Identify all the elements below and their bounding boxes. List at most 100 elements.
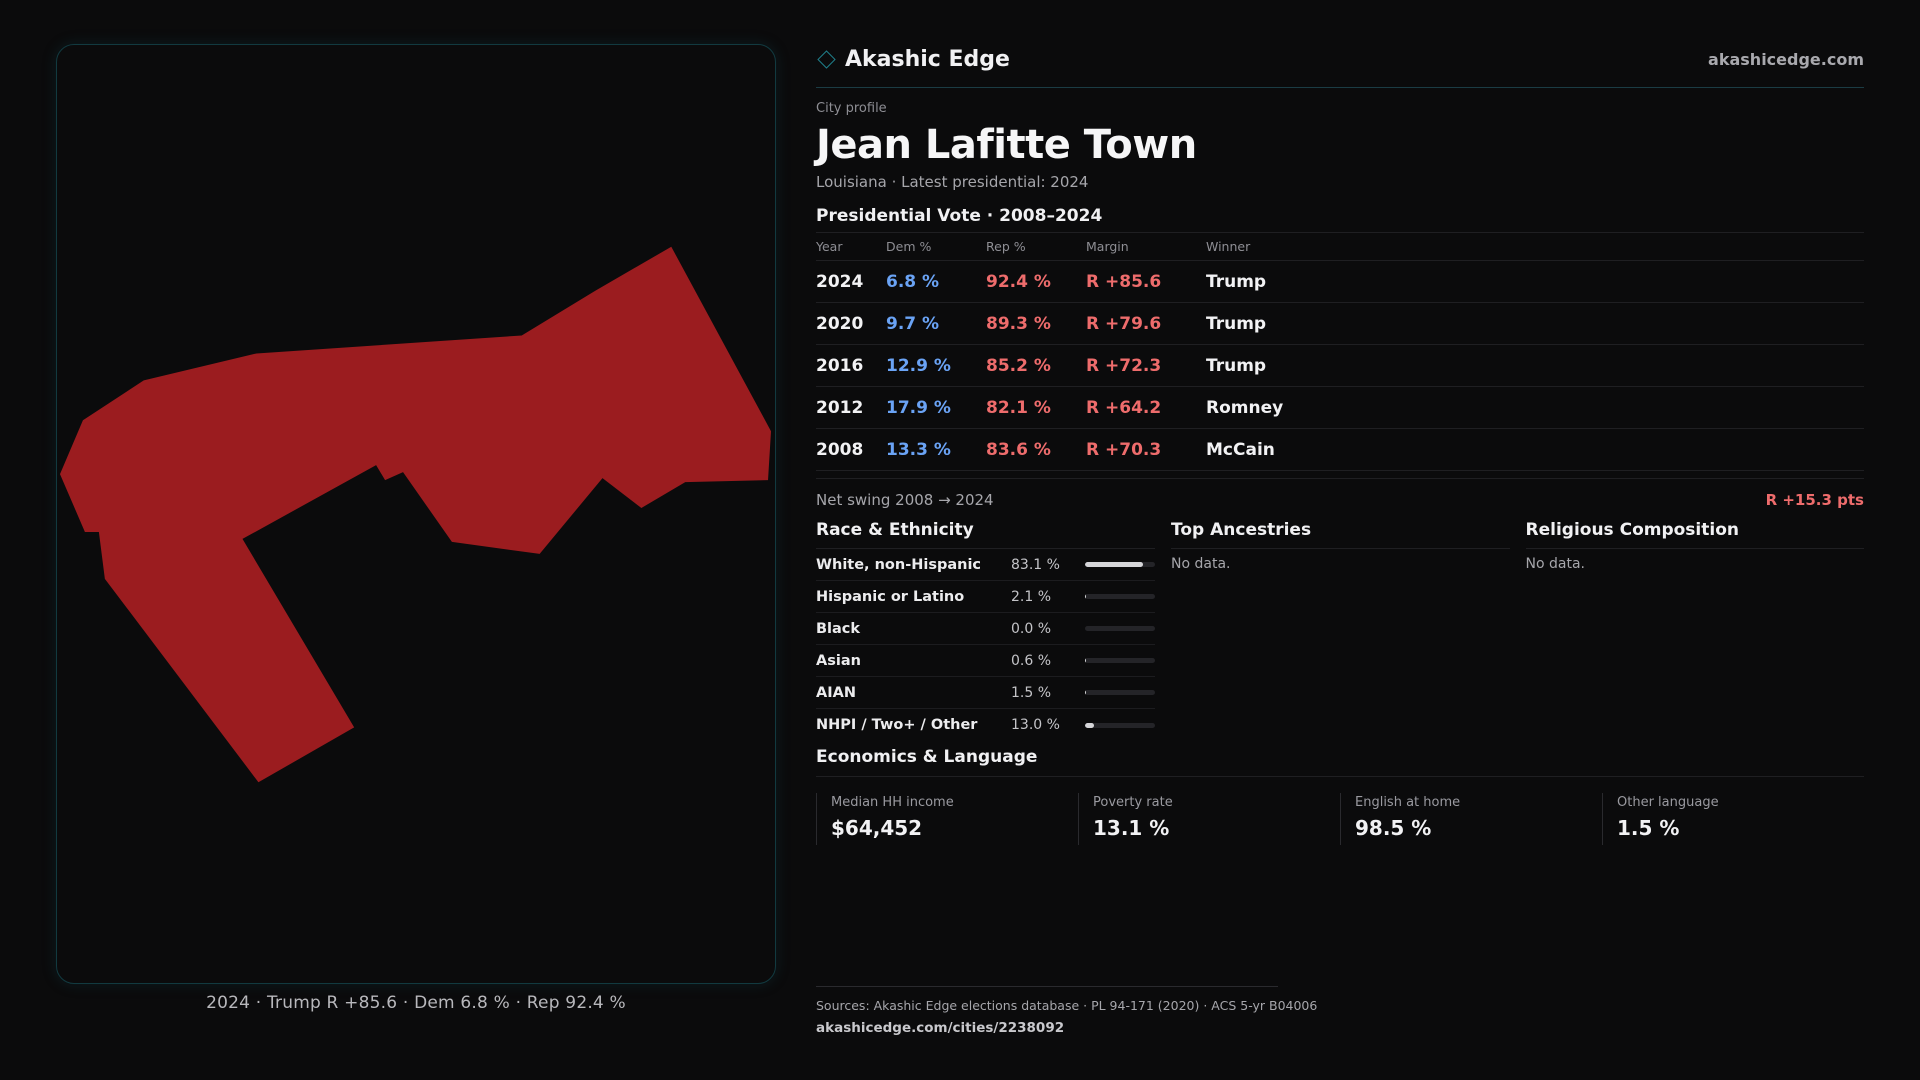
brand-name: Akashic Edge: [845, 46, 1010, 72]
religious-composition-empty: No data.: [1525, 556, 1585, 572]
presidential-vote-table: Year Dem % Rep % Margin Winner 2024 6.8 …: [816, 232, 1864, 471]
race-share-bar: [1085, 562, 1155, 567]
stat-poverty-rate: Poverty rate 13.1 %: [1078, 793, 1340, 845]
city-boundary-shape: [59, 246, 772, 783]
table-row: 2012 17.9 % 82.1 % R +64.2 Romney: [816, 386, 1864, 429]
header-divider: [816, 87, 1864, 88]
page-title: Jean Lafitte Town: [816, 122, 1197, 168]
net-swing-value: R +15.3 pts: [1765, 490, 1864, 509]
race-share-fill: [1085, 562, 1144, 567]
stat-label: Other language: [1617, 795, 1719, 810]
race-share-bar: [1085, 594, 1155, 599]
demographics-section: Race & Ethnicity White, non-Hispanic 83.…: [816, 520, 1864, 741]
race-ethnicity-title: Race & Ethnicity: [816, 520, 1155, 549]
list-item: NHPI / Two+ / Other 13.0 %: [816, 709, 1155, 741]
column-header-dem: Dem %: [886, 232, 986, 261]
cell-year: 2024: [816, 260, 886, 303]
column-header-winner: Winner: [1206, 232, 1864, 261]
cell-dem: 17.9 %: [886, 386, 986, 429]
religious-composition-column: Religious Composition No data.: [1525, 520, 1864, 741]
economics-language-title: Economics & Language: [816, 747, 1864, 777]
stat-value: 13.1 %: [1093, 816, 1170, 840]
city-map-panel: [56, 44, 776, 984]
source-url-link[interactable]: akashicedge.com/cities/2238092: [816, 1020, 1065, 1036]
net-swing-row: Net swing 2008 → 2024 R +15.3 pts: [816, 478, 1864, 512]
cell-year: 2016: [816, 344, 886, 387]
table-row: 2016 12.9 % 85.2 % R +72.3 Trump: [816, 344, 1864, 387]
cell-margin: R +72.3: [1086, 344, 1206, 387]
cell-rep: 82.1 %: [986, 386, 1086, 429]
top-ancestries-empty: No data.: [1171, 556, 1231, 572]
cell-dem: 13.3 %: [886, 428, 986, 471]
cell-winner: McCain: [1206, 428, 1864, 471]
cell-rep: 89.3 %: [986, 302, 1086, 345]
stat-value: 98.5 %: [1355, 816, 1432, 840]
list-item: Black 0.0 %: [816, 613, 1155, 645]
race-ethnicity-list: White, non-Hispanic 83.1 % Hispanic or L…: [816, 549, 1155, 741]
race-label: NHPI / Two+ / Other: [816, 717, 978, 733]
race-value: 1.5 %: [1011, 684, 1052, 701]
cell-winner: Trump: [1206, 302, 1864, 345]
race-label: Asian: [816, 652, 861, 669]
diamond-logo-icon: [817, 49, 836, 69]
economics-stats: Median HH income $64,452 Poverty rate 13…: [816, 793, 1864, 845]
list-item: AIAN 1.5 %: [816, 677, 1155, 709]
race-share-fill: [1085, 594, 1087, 599]
sources-text: Sources: Akashic Edge elections database…: [816, 998, 1318, 1013]
race-value: 83.1 %: [1011, 556, 1060, 573]
cell-rep: 83.6 %: [986, 428, 1086, 471]
race-share-fill: [1085, 722, 1095, 728]
cell-winner: Romney: [1206, 386, 1864, 429]
page-subtitle: Louisiana · Latest presidential: 2024: [816, 173, 1089, 191]
sources-divider: [816, 986, 1278, 987]
race-share-fill: [1085, 690, 1087, 695]
cell-winner: Trump: [1206, 344, 1864, 387]
header-bar: Akashic Edge akashicedge.com: [816, 40, 1864, 78]
column-header-year: Year: [816, 232, 886, 261]
race-value: 0.0 %: [1011, 620, 1052, 637]
table-row: 2024 6.8 % 92.4 % R +85.6 Trump: [816, 260, 1864, 303]
table-row: 2008 13.3 % 83.6 % R +70.3 McCain: [816, 428, 1864, 471]
stat-label: English at home: [1355, 795, 1461, 810]
race-share-bar: [1085, 690, 1155, 695]
presidential-vote-title: Presidential Vote · 2008–2024: [816, 206, 1103, 226]
list-item: Asian 0.6 %: [816, 645, 1155, 677]
cell-dem: 9.7 %: [886, 302, 986, 345]
column-header-margin: Margin: [1086, 232, 1206, 261]
race-value: 0.6 %: [1011, 652, 1052, 669]
cell-margin: R +85.6: [1086, 260, 1206, 303]
stat-value: 1.5 %: [1617, 816, 1680, 840]
cell-margin: R +64.2: [1086, 386, 1206, 429]
cell-year: 2008: [816, 428, 886, 471]
race-ethnicity-column: Race & Ethnicity White, non-Hispanic 83.…: [816, 520, 1155, 741]
city-boundary-map: [59, 246, 772, 783]
cell-margin: R +79.6: [1086, 302, 1206, 345]
table-row: 2020 9.7 % 89.3 % R +79.6 Trump: [816, 302, 1864, 345]
stat-value: $64,452: [831, 816, 923, 840]
sources-footer: Sources: Akashic Edge elections database…: [816, 986, 1317, 1036]
stat-label: Median HH income: [831, 795, 954, 810]
profile-column: Akashic Edge akashicedge.com City profil…: [816, 40, 1864, 845]
race-label: Black: [816, 620, 861, 637]
religious-composition-title: Religious Composition: [1525, 520, 1864, 549]
cell-winner: Trump: [1206, 260, 1864, 303]
cell-margin: R +70.3: [1086, 428, 1206, 471]
stat-other-language: Other language 1.5 %: [1602, 793, 1864, 845]
map-caption: 2024 · Trump R +85.6 · Dem 6.8 % · Rep 9…: [206, 993, 626, 1013]
cell-rep: 92.4 %: [986, 260, 1086, 303]
eyebrow-label: City profile: [816, 101, 887, 116]
brand[interactable]: Akashic Edge: [816, 47, 1010, 72]
race-share-bar: [1085, 658, 1155, 663]
race-label: White, non-Hispanic: [816, 556, 982, 573]
table-header-row: Year Dem % Rep % Margin Winner: [816, 232, 1864, 261]
race-share-bar: [1085, 722, 1155, 728]
race-share-fill: [1085, 658, 1087, 663]
top-ancestries-column: Top Ancestries No data.: [1171, 520, 1510, 741]
cell-dem: 6.8 %: [886, 260, 986, 303]
race-label: AIAN: [816, 684, 856, 701]
cell-year: 2012: [816, 386, 886, 429]
stat-label: Poverty rate: [1093, 795, 1173, 810]
brand-url-link[interactable]: akashicedge.com: [1708, 49, 1864, 69]
net-swing-label: Net swing 2008 → 2024: [816, 490, 994, 509]
race-value: 13.0 %: [1011, 717, 1060, 733]
